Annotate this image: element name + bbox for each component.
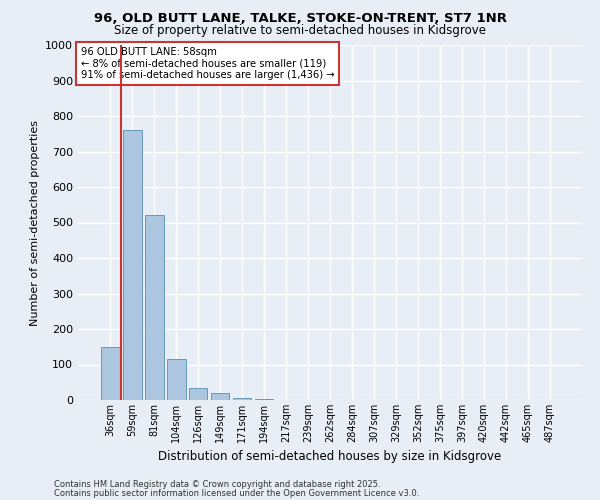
X-axis label: Distribution of semi-detached houses by size in Kidsgrove: Distribution of semi-detached houses by …: [158, 450, 502, 464]
Text: 96, OLD BUTT LANE, TALKE, STOKE-ON-TRENT, ST7 1NR: 96, OLD BUTT LANE, TALKE, STOKE-ON-TRENT…: [94, 12, 506, 26]
Text: 96 OLD BUTT LANE: 58sqm
← 8% of semi-detached houses are smaller (119)
91% of se: 96 OLD BUTT LANE: 58sqm ← 8% of semi-det…: [80, 47, 334, 80]
Bar: [167, 359, 185, 400]
Bar: [211, 393, 229, 400]
Bar: [145, 216, 164, 400]
Y-axis label: Number of semi-detached properties: Number of semi-detached properties: [29, 120, 40, 326]
Bar: [189, 388, 208, 400]
Bar: [101, 347, 119, 400]
Bar: [233, 398, 251, 400]
Text: Contains public sector information licensed under the Open Government Licence v3: Contains public sector information licen…: [54, 489, 419, 498]
Text: Contains HM Land Registry data © Crown copyright and database right 2025.: Contains HM Land Registry data © Crown c…: [54, 480, 380, 489]
Bar: [123, 130, 142, 400]
Text: Size of property relative to semi-detached houses in Kidsgrove: Size of property relative to semi-detach…: [114, 24, 486, 37]
